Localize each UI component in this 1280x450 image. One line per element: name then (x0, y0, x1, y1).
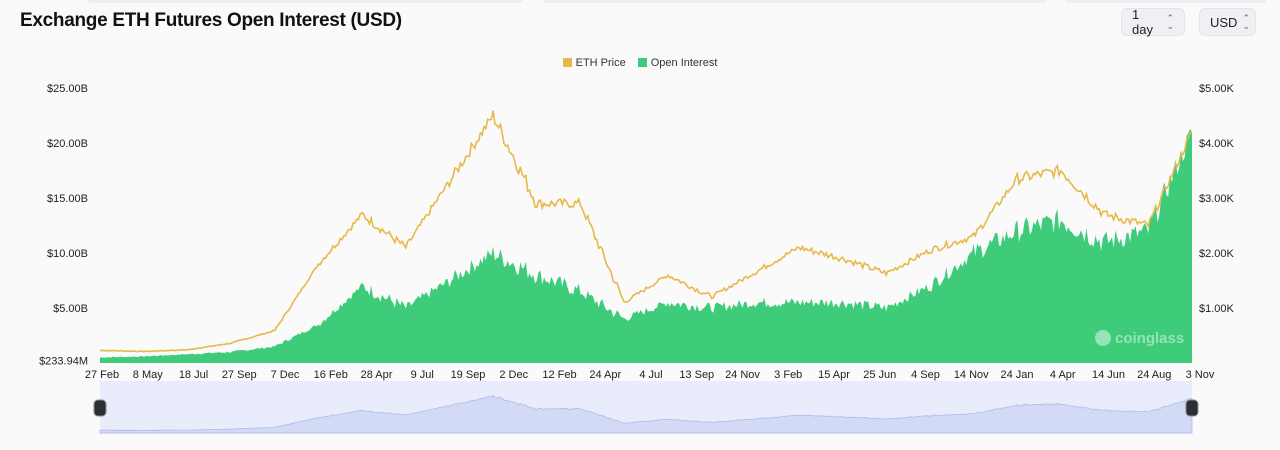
y-right-tick-label: $5.00K (1199, 83, 1235, 95)
legend-item-open-interest[interactable]: Open Interest (637, 57, 717, 69)
y-left-tick-label: $5.00B (53, 303, 88, 315)
top-control (543, 0, 1046, 3)
top-control (88, 0, 523, 3)
x-tick-label: 14 Jun (1092, 369, 1125, 381)
legend-item-eth-price[interactable]: ETH Price (562, 57, 626, 69)
y-right-tick-label: $2.00K (1199, 248, 1235, 260)
x-tick-label: 12 Feb (542, 369, 576, 381)
x-tick-label: 24 Apr (589, 369, 621, 381)
open-interest-area (100, 128, 1192, 363)
y-left-tick-label: $25.00B (47, 83, 88, 95)
chevron-updown-icon: ⌃ ⌄ (1242, 13, 1250, 31)
x-tick-label: 24 Jan (1000, 369, 1033, 381)
x-tick-label: 14 Nov (954, 369, 989, 381)
x-tick-label: 24 Aug (1137, 369, 1171, 381)
x-tick-label: 2 Dec (499, 369, 528, 381)
navigator-series (99, 394, 1193, 434)
x-tick-label: 25 Jun (863, 369, 896, 381)
x-tick-label: 28 Apr (361, 369, 393, 381)
x-tick-label: 7 Dec (271, 369, 300, 381)
y-right-tick-label: $1.00K (1199, 303, 1235, 315)
x-tick-label: 13 Sep (679, 369, 714, 381)
legend: ETH Price Open Interest (0, 57, 1280, 69)
x-tick-label: 8 May (133, 369, 163, 381)
x-tick-label: 18 Jul (179, 369, 208, 381)
coinglass-logo-icon (1095, 330, 1111, 346)
legend-swatch (637, 58, 647, 67)
top-control (1066, 0, 1266, 3)
interval-select[interactable]: 1 day ⌃ ⌄ (1121, 7, 1185, 37)
y-left-tick-label: $233.94M (39, 355, 88, 367)
eth-price-line (99, 110, 1193, 353)
currency-value: USD (1210, 14, 1238, 30)
x-tick-label: 3 Feb (774, 369, 802, 381)
y-left-tick-label: $10.00B (47, 248, 88, 260)
y-right-tick-label: $4.00K (1199, 138, 1235, 150)
x-tick-label: 4 Sep (911, 369, 940, 381)
y-left-tick-label: $15.00B (47, 193, 88, 205)
interval-value: 1 day (1132, 7, 1153, 37)
navigator-handle-right[interactable] (1185, 399, 1199, 417)
legend-swatch (562, 58, 572, 67)
x-tick-label: 3 Nov (1186, 369, 1215, 381)
x-tick-label: 9 Jul (411, 369, 434, 381)
x-tick-label: 27 Sep (222, 369, 257, 381)
x-tick-label: 24 Nov (725, 369, 760, 381)
range-navigator[interactable] (93, 381, 1199, 434)
chevron-updown-icon: ⌃ ⌄ (1166, 13, 1174, 31)
navigator-handle-left[interactable] (93, 399, 107, 417)
currency-select[interactable]: USD ⌃ ⌄ (1199, 8, 1256, 36)
y-left-tick-label: $20.00B (47, 138, 88, 150)
coinglass-watermark: coinglass (1115, 330, 1184, 347)
x-tick-label: 27 Feb (85, 369, 119, 381)
y-right-tick-label: $3.00K (1199, 193, 1235, 205)
page-title: Exchange ETH Futures Open Interest (USD) (20, 10, 402, 31)
x-tick-label: 4 Apr (1050, 369, 1076, 381)
x-tick-label: 4 Jul (639, 369, 662, 381)
x-tick-label: 19 Sep (451, 369, 486, 381)
x-tick-label: 16 Feb (314, 369, 348, 381)
x-tick-label: 15 Apr (818, 369, 850, 381)
